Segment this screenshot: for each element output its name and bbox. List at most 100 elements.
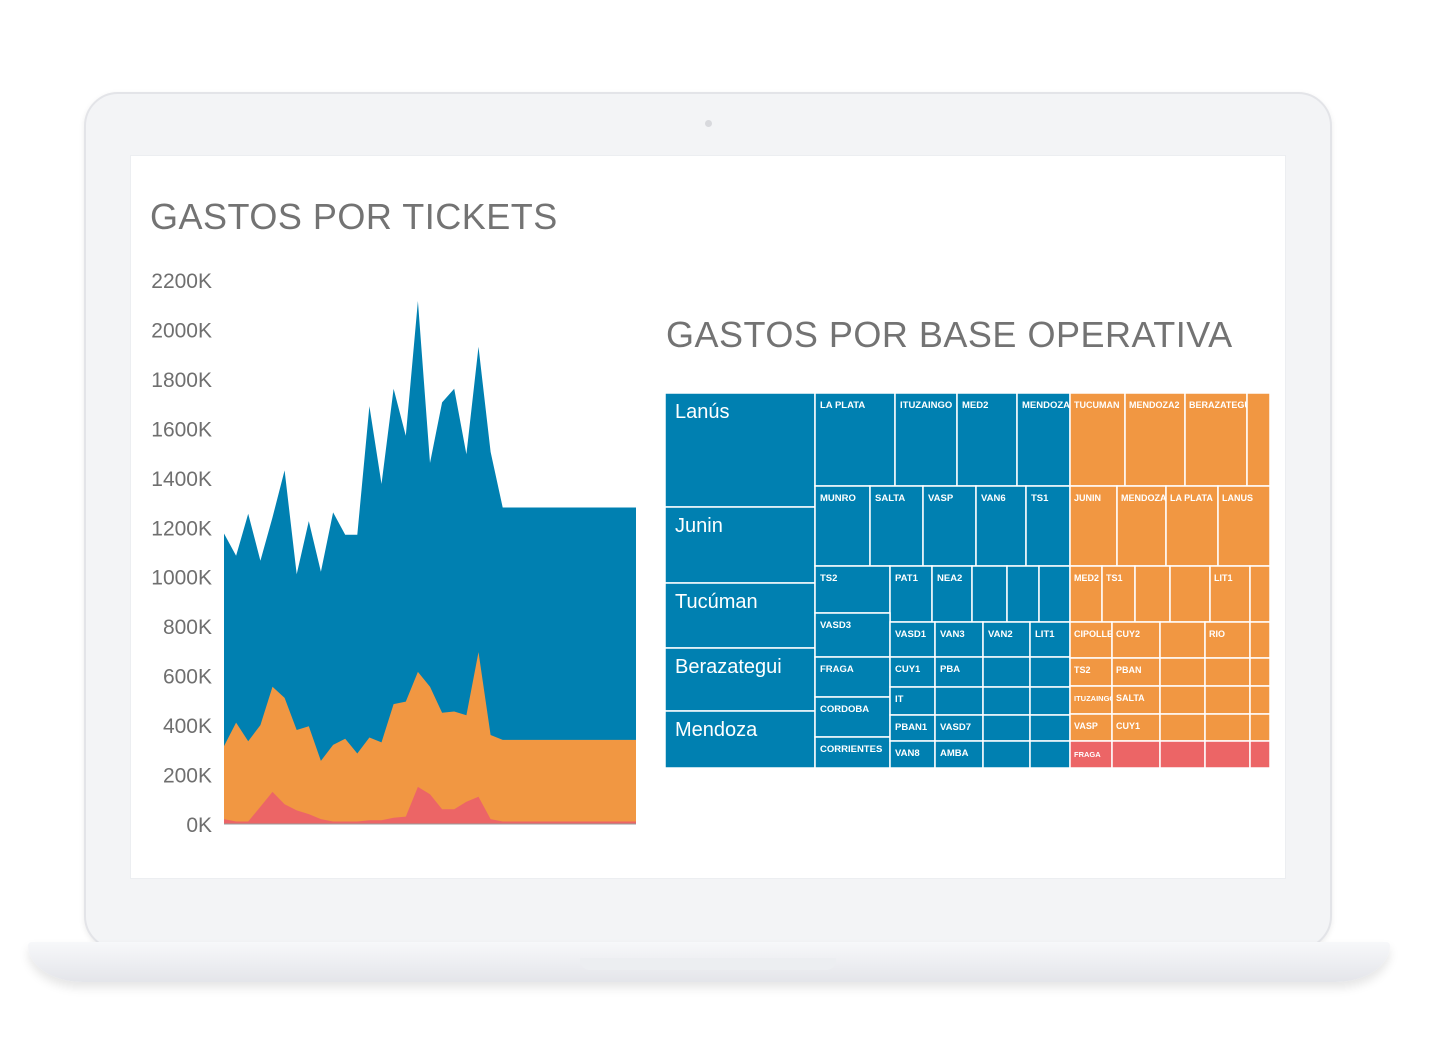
treemap-label: RIO	[1209, 629, 1225, 639]
treemap-label: CORDOBA	[820, 704, 869, 715]
treemap-tile	[1159, 685, 1206, 715]
treemap-label: MENDOZA1	[1121, 493, 1172, 503]
treemap-tile	[1111, 685, 1161, 715]
treemap-tile	[1029, 686, 1071, 716]
treemap-label: LANUS	[1222, 493, 1253, 503]
treemap-label: CORRIENTES	[820, 744, 882, 755]
treemap-tile	[1069, 621, 1113, 659]
treemap-tile	[982, 714, 1031, 742]
treemap-label: NEA2	[937, 573, 962, 584]
treemap-tile	[814, 656, 891, 698]
y-tick-label: 1400K	[151, 468, 212, 491]
treemap-tile	[1204, 713, 1251, 742]
treemap-label: VAN6	[981, 493, 1006, 504]
treemap-tile	[1029, 656, 1071, 688]
treemap-tile	[814, 736, 891, 769]
treemap-tile	[894, 392, 958, 487]
treemap-tile	[934, 740, 984, 769]
treemap-tile	[1111, 740, 1161, 769]
treemap-label: CUY1	[895, 664, 921, 675]
treemap-tile	[1016, 392, 1071, 487]
y-tick-label: 800K	[163, 616, 212, 639]
treemap-tile	[982, 686, 1031, 716]
treemap-label: LIT1	[1035, 629, 1055, 640]
treemap-tile	[1184, 392, 1248, 487]
treemap-tile	[934, 656, 984, 688]
treemap-tile	[1165, 485, 1219, 567]
treemap-tile	[1204, 740, 1251, 769]
treemap-label: LIT1	[1214, 573, 1233, 583]
area-series-2	[224, 786, 636, 824]
treemap-label: CUY2	[1116, 629, 1140, 639]
treemap-label: FRAGA	[820, 664, 854, 675]
treemap-tile	[982, 740, 1031, 769]
treemap-tile	[934, 686, 984, 716]
treemap-label: ITUZAINGO	[900, 400, 952, 411]
treemap-tile	[1169, 565, 1211, 623]
treemap-label: PBA	[940, 664, 960, 675]
treemap-label-major: Junin	[675, 515, 723, 537]
treemap-label: VASP	[928, 493, 954, 504]
treemap-label: MED2	[962, 400, 988, 411]
treemap-tile	[931, 565, 973, 623]
treemap-tile	[1249, 565, 1271, 623]
treemap-label: CUY1	[1116, 721, 1140, 731]
treemap-label: LA PLATA	[1170, 493, 1213, 503]
chart-title-base-operativa: GASTOS POR BASE OPERATIVA	[666, 314, 1233, 355]
treemap-label: TS2	[1074, 665, 1091, 675]
treemap-tile	[1217, 485, 1271, 567]
treemap-tile	[1159, 657, 1206, 687]
y-tick-label: 200K	[163, 765, 212, 788]
y-tick-label: 1200K	[151, 517, 212, 540]
treemap-label: VASD7	[940, 722, 971, 733]
treemap-label: VAN8	[895, 748, 920, 759]
treemap-tile	[1025, 485, 1071, 567]
treemap-tile	[1159, 740, 1206, 769]
treemap-tile	[1069, 485, 1118, 567]
y-tick-label: 2200K	[151, 270, 212, 293]
treemap-label: MUNRO	[820, 493, 856, 504]
treemap-tile	[975, 485, 1027, 567]
y-tick-label: 1800K	[151, 369, 212, 392]
treemap-tile	[971, 565, 1008, 623]
treemap-label: VAN3	[940, 629, 965, 640]
treemap-label: VASD1	[895, 629, 927, 640]
treemap-label: TUCUMAN	[1074, 400, 1120, 410]
treemap-label: TS1	[1106, 573, 1123, 583]
treemap-label-major: Lanús	[675, 401, 730, 423]
treemap-tile	[1249, 713, 1271, 742]
chart-title-tickets: GASTOS POR TICKETS	[150, 196, 558, 237]
treemap-label-major: Mendoza	[675, 719, 758, 741]
treemap-tile-major	[664, 392, 816, 508]
y-tick-label: 1600K	[151, 418, 212, 441]
treemap-label: PBAN	[1116, 665, 1142, 675]
treemap-tile	[1029, 714, 1071, 742]
treemap-tile	[814, 696, 891, 738]
treemap-label: CIPOLLETI	[1074, 629, 1121, 639]
treemap-tile	[1204, 657, 1251, 687]
treemap-tile	[889, 565, 933, 623]
area-series-0	[224, 301, 636, 824]
treemap-tile	[1038, 565, 1071, 623]
treemap-label: MENDOZA	[1022, 400, 1070, 411]
treemap-tile	[1249, 740, 1271, 769]
treemap-label: LA PLATA	[820, 400, 865, 411]
treemap-tile	[1029, 740, 1071, 769]
treemap-label-major: Tucúman	[675, 591, 758, 613]
treemap-label: MED2	[1074, 573, 1099, 583]
treemap-label: VASP	[1074, 721, 1098, 731]
treemap-tile	[1006, 565, 1040, 623]
treemap-tile	[1246, 392, 1271, 487]
treemap-tile	[814, 612, 891, 658]
treemap-label: JUNIN	[1074, 493, 1101, 503]
treemap-tile	[1111, 657, 1161, 687]
y-tick-label: 1000K	[151, 567, 212, 590]
treemap-tile	[1134, 565, 1171, 623]
treemap-label: ITUZAINGO	[1074, 694, 1115, 703]
area-series-1	[224, 652, 636, 824]
treemap-tile	[1209, 565, 1251, 623]
treemap-tile	[1249, 657, 1271, 687]
treemap-label: SALTA	[875, 493, 905, 504]
treemap-tile	[956, 392, 1018, 487]
